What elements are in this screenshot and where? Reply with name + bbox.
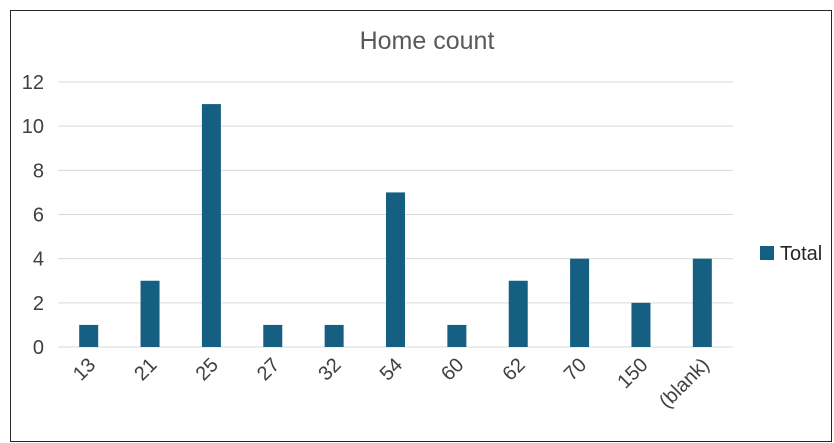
x-tick-label: 13: [69, 354, 100, 385]
x-tick-label: 60: [437, 354, 468, 385]
bar-27: [263, 324, 283, 347]
y-tick-label: 2: [33, 293, 44, 315]
chart-title: Home count: [360, 27, 495, 55]
bar-blank: [692, 258, 712, 347]
gridlines: [58, 81, 733, 348]
bar-60: [447, 324, 467, 347]
bar-32: [324, 324, 344, 347]
y-tick-label: 10: [22, 116, 44, 138]
y-tick-label: 6: [33, 205, 44, 227]
y-tick-label: 8: [33, 160, 44, 182]
x-tick-label: 27: [253, 354, 284, 385]
x-tick-label: 70: [560, 354, 591, 385]
x-tick-label: 62: [498, 354, 529, 385]
y-tick-label: 0: [33, 337, 44, 359]
x-tick-label: 21: [130, 354, 161, 385]
legend-swatch: [760, 246, 774, 260]
bar-70: [570, 258, 590, 347]
x-tick-label: 54: [376, 354, 407, 385]
y-axis-ticks: 0 2 4 6 8 10 12: [22, 72, 44, 359]
x-tick-label: 32: [314, 354, 345, 385]
x-tick-label: 150: [613, 354, 652, 393]
bar-25: [201, 104, 221, 347]
x-axis-ticks: 13 21 25 27 32 54 60 62 70 150 (blank): [69, 354, 714, 413]
bar-21: [140, 280, 160, 347]
bar-62: [508, 280, 528, 347]
y-tick-label: 4: [33, 249, 44, 271]
bar-13: [79, 324, 99, 347]
x-tick-label: 25: [192, 354, 223, 385]
y-tick-label: 12: [22, 72, 44, 94]
bars: [79, 104, 712, 347]
x-tick-label: (blank): [655, 354, 714, 413]
legend: Total: [760, 243, 822, 265]
bar-150: [631, 302, 651, 347]
legend-label: Total: [780, 243, 822, 265]
bar-54: [386, 192, 405, 347]
